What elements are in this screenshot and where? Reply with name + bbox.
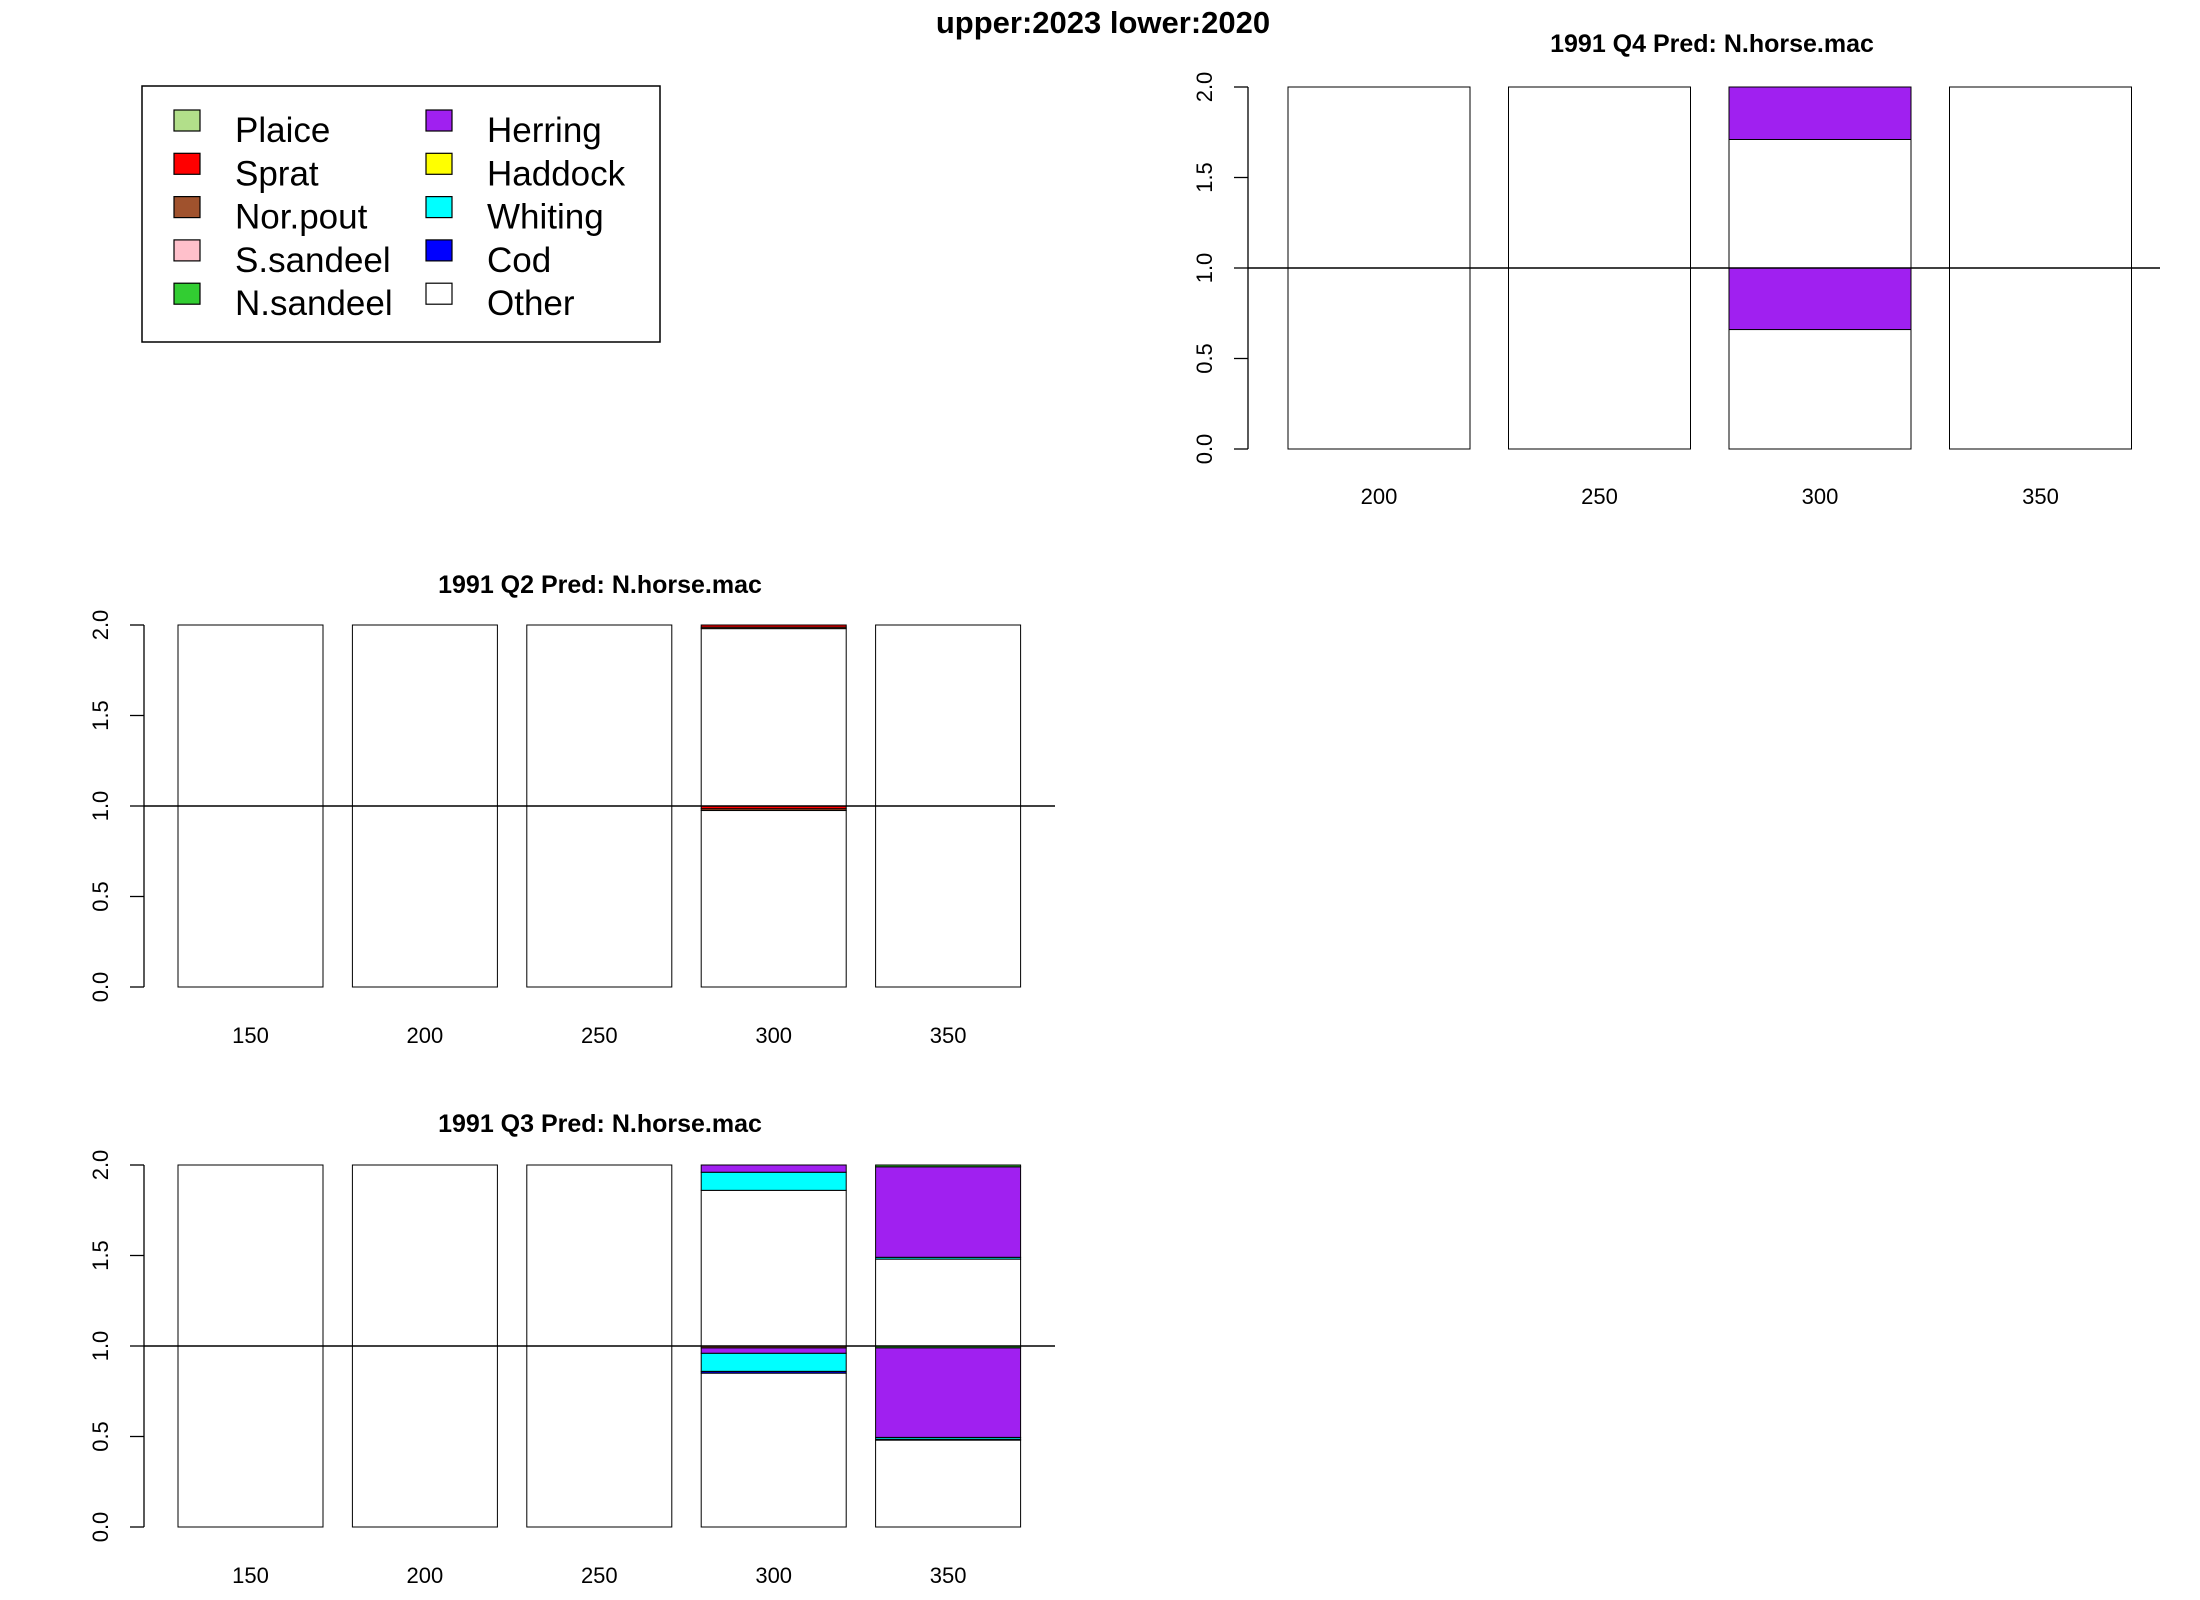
- bar-upper-300-other: [700, 628, 847, 807]
- bar-lower-250-other: [526, 805, 673, 988]
- x-tick-label: 250: [581, 1023, 618, 1048]
- bar-upper-300-other: [700, 1189, 847, 1347]
- y-tick-label: 2.0: [1192, 72, 1217, 103]
- legend-swatch-whiting: [425, 196, 453, 219]
- legend-label-other: Other: [487, 284, 575, 323]
- y-tick-label: 1.0: [1192, 253, 1217, 284]
- bar-lower-350-other: [875, 1439, 1022, 1528]
- legend-swatch-plaice: [173, 109, 201, 132]
- x-tick-label: 200: [407, 1023, 444, 1048]
- legend-swatch-cod: [425, 239, 453, 262]
- legend-swatch-n-sandeel: [173, 282, 201, 305]
- legend-label-nor-pout: Nor.pout: [235, 198, 368, 237]
- y-tick-label: 0.0: [1192, 434, 1217, 465]
- bar-lower-350-other: [875, 805, 1022, 988]
- x-tick-label: 350: [930, 1563, 967, 1588]
- bar-lower-150-other: [177, 805, 324, 988]
- bar-upper-300-herring: [1728, 86, 1912, 140]
- bar-upper-250-other: [526, 1164, 673, 1347]
- legend-label-sprat: Sprat: [235, 154, 319, 193]
- bar-lower-300-herring: [1728, 267, 1912, 331]
- panel-title: 1991 Q4 Pred: N.horse.mac: [1550, 30, 1874, 58]
- panel-1991-q2: 1991 Q2 Pred: N.horse.mac 0.0 0.5 1.0 1.5 2.0…: [88, 571, 1055, 1048]
- legend-swatch-haddock: [425, 152, 453, 175]
- bar-lower-200-other: [1287, 267, 1471, 450]
- bar-upper-200-other: [351, 624, 498, 807]
- bar-lower-250-other: [1508, 267, 1691, 450]
- bar-lower-300-whiting: [700, 1352, 847, 1372]
- x-tick-label: 200: [407, 1563, 444, 1588]
- bar-upper-300-sprat: [700, 624, 847, 628]
- legend-label-cod: Cod: [487, 241, 551, 280]
- bar-upper-350-other: [875, 624, 1022, 807]
- legend-swatch-s-sandeel: [173, 239, 201, 262]
- legend-swatch-herring: [425, 109, 453, 132]
- y-tick-label: 2.0: [88, 610, 113, 641]
- bar-upper-200-other: [351, 1164, 498, 1347]
- panel-title: 1991 Q2 Pred: N.horse.mac: [438, 571, 762, 599]
- figure-title: upper:2023 lower:2020: [936, 5, 1270, 40]
- bar-lower-350-herring: [875, 1347, 1022, 1438]
- bar-lower-300-other: [1728, 329, 1912, 450]
- legend-label-plaice: Plaice: [235, 111, 330, 150]
- legend: Plaice Sprat Nor.pout S.sandeel N.sandeel Her…: [141, 85, 661, 343]
- bar-upper-150-other: [177, 1164, 324, 1347]
- bar-lower-300-other: [700, 810, 847, 988]
- bar-lower-300-other: [700, 1372, 847, 1528]
- panel-1991-q3: 1991 Q3 Pred: N.horse.mac 0.0 0.5 1.0 1.5 2.0…: [88, 1110, 1055, 1588]
- bar-lower-250-other: [526, 1345, 673, 1528]
- legend-label-herring: Herring: [487, 111, 602, 150]
- y-tick-label: 0.0: [88, 972, 113, 1003]
- legend-swatch-sprat: [173, 152, 201, 175]
- y-tick-label: 2.0: [88, 1150, 113, 1181]
- bar-upper-250-other: [1508, 86, 1691, 269]
- y-tick-label: 1.5: [88, 1240, 113, 1271]
- bar-upper-300-whiting: [700, 1171, 847, 1191]
- y-tick-label: 1.5: [1192, 162, 1217, 193]
- x-tick-label: 150: [232, 1023, 269, 1048]
- y-tick-label: 0.5: [88, 881, 113, 912]
- bar-upper-300-herring: [700, 1164, 847, 1173]
- bar-upper-200-other: [1287, 86, 1471, 269]
- y-tick-label: 0.0: [88, 1512, 113, 1543]
- y-tick-label: 0.5: [1192, 343, 1217, 374]
- legend-swatch-other: [425, 282, 453, 305]
- legend-swatch-nor-pout: [173, 196, 201, 219]
- legend-label-n-sandeel: N.sandeel: [235, 284, 393, 323]
- x-tick-label: 150: [232, 1563, 269, 1588]
- x-tick-label: 250: [581, 1563, 618, 1588]
- legend-label-s-sandeel: S.sandeel: [235, 241, 391, 280]
- y-tick-label: 0.5: [88, 1421, 113, 1452]
- bar-upper-250-other: [526, 624, 673, 807]
- y-tick-label: 1.0: [88, 1331, 113, 1362]
- bar-upper-350-n-sandeel: [875, 1164, 1022, 1168]
- x-tick-label: 350: [2022, 484, 2059, 509]
- x-tick-label: 300: [755, 1023, 792, 1048]
- x-tick-label: 250: [1581, 484, 1618, 509]
- bar-upper-300-other: [1728, 138, 1912, 269]
- panel-title: 1991 Q3 Pred: N.horse.mac: [438, 1110, 762, 1138]
- y-tick-label: 1.5: [88, 700, 113, 731]
- x-tick-label: 200: [1361, 484, 1398, 509]
- legend-label-whiting: Whiting: [487, 198, 604, 237]
- bar-lower-350-other: [1949, 267, 2132, 450]
- bar-upper-350-other: [1949, 86, 2132, 269]
- legend-label-haddock: Haddock: [487, 154, 626, 193]
- legend-box: [141, 85, 661, 343]
- bar-upper-350-herring: [875, 1166, 1022, 1258]
- x-tick-label: 350: [930, 1023, 967, 1048]
- x-tick-label: 300: [1802, 484, 1839, 509]
- panel-1991-q4: 1991 Q4 Pred: N.horse.mac 0.0 0.5 1.0 1.5 2.0…: [1192, 30, 2160, 509]
- x-tick-label: 300: [755, 1563, 792, 1588]
- bar-upper-150-other: [177, 624, 324, 807]
- bar-lower-200-other: [351, 1345, 498, 1528]
- bar-upper-350-other: [875, 1258, 1022, 1347]
- bar-lower-150-other: [177, 1345, 324, 1528]
- bar-lower-300-herring: [700, 1347, 847, 1354]
- y-tick-label: 1.0: [88, 791, 113, 822]
- bar-lower-200-other: [351, 805, 498, 988]
